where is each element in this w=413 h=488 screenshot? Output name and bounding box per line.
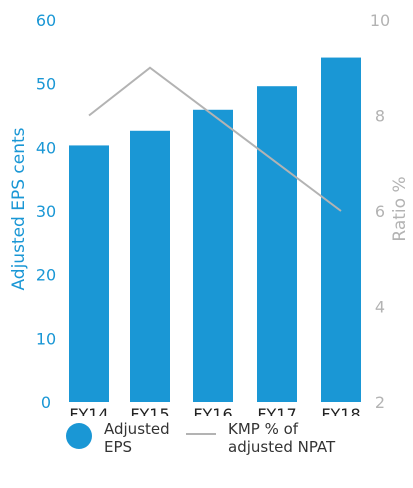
right-tick-label: 8 — [375, 107, 385, 126]
legend-dot-icon — [66, 423, 92, 449]
left-tick-label: 20 — [36, 266, 56, 285]
legend-bar-line2: EPS — [104, 438, 133, 456]
legend-line-icon — [186, 433, 216, 435]
right-tick-label: 2 — [375, 393, 385, 412]
legend-label-kmp: KMP % of adjusted NPAT — [228, 420, 378, 456]
left-axis-label: Adjusted EPS cents — [9, 127, 29, 290]
x-tick-fy14: FY14 — [69, 405, 108, 416]
x-tick-fy15: FY15 — [130, 405, 169, 416]
legend-item-kmp: KMP % of adjusted NPAT — [186, 420, 378, 456]
legend-label-adjusted-eps: Adjusted EPS — [104, 420, 214, 456]
x-axis-ticks: FY14 FY15 FY16 FY17 FY18 — [69, 405, 360, 416]
legend-item-adjusted-eps: Adjusted EPS — [66, 420, 214, 456]
left-tick-label: 30 — [36, 202, 56, 221]
right-axis-label: Ratio % — [390, 176, 410, 241]
legend-line-line2: adjusted NPAT — [228, 438, 336, 456]
left-axis-ticks: 0 10 20 30 40 50 60 — [36, 11, 56, 412]
right-tick-label: 4 — [375, 298, 385, 317]
bar-fy17 — [257, 86, 297, 403]
left-tick-label: 10 — [36, 329, 56, 348]
x-tick-fy16: FY16 — [193, 405, 232, 416]
legend: Adjusted EPS KMP % of adjusted NPAT — [0, 416, 413, 488]
bar-fy16 — [193, 109, 233, 403]
legend-line-line1: KMP % of — [228, 420, 299, 438]
bars — [69, 57, 361, 403]
right-axis-ticks: 2 4 6 8 10 — [370, 11, 390, 412]
left-tick-label: 60 — [36, 11, 56, 30]
legend-bar-line1: Adjusted — [104, 420, 170, 438]
kmp-line — [88, 66, 342, 212]
right-tick-label: 10 — [370, 11, 390, 30]
bar-fy18 — [321, 57, 361, 403]
bar-fy15 — [130, 130, 170, 402]
x-tick-fy18: FY18 — [321, 405, 360, 416]
left-tick-label: 50 — [36, 75, 56, 94]
right-tick-label: 6 — [375, 202, 385, 221]
left-tick-label: 40 — [36, 138, 56, 157]
bar-fy14 — [69, 145, 109, 402]
left-tick-label: 0 — [41, 393, 51, 412]
x-tick-fy17: FY17 — [257, 405, 296, 416]
